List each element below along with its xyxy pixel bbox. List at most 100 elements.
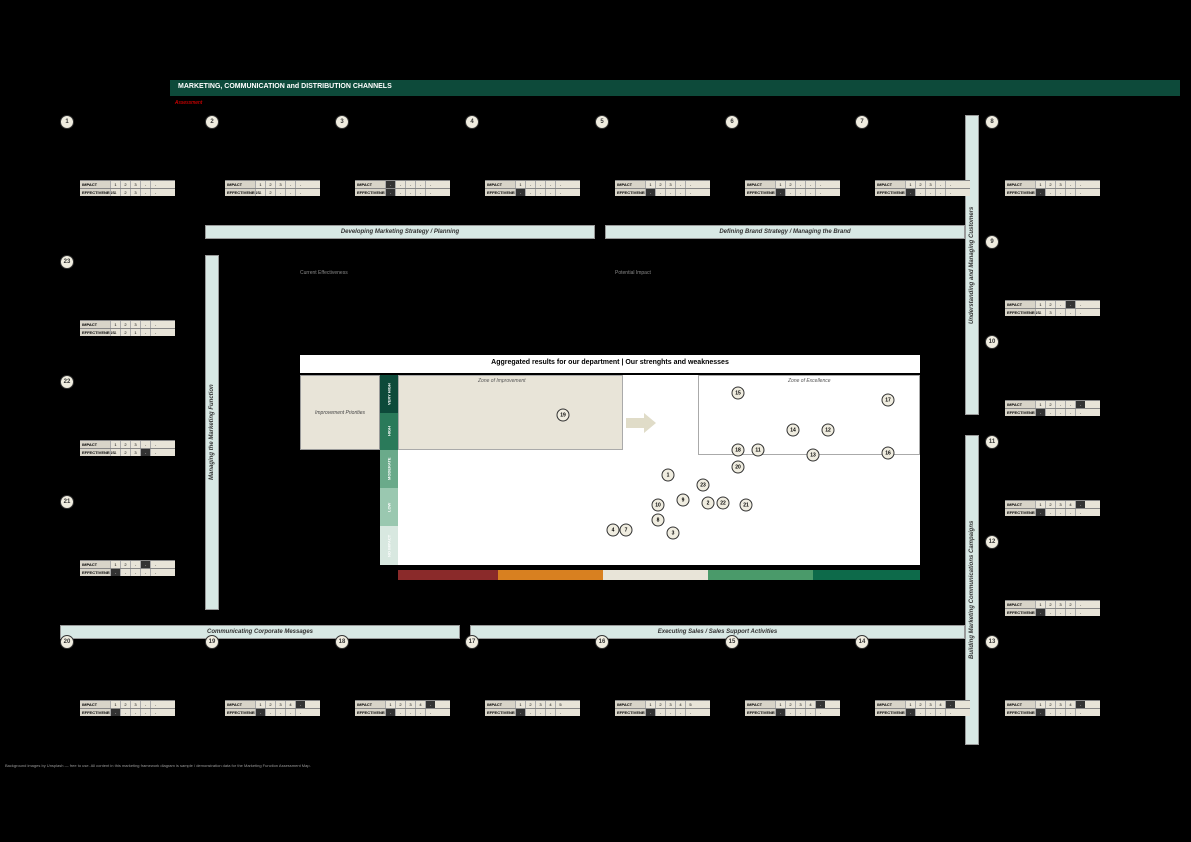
band-sales: Executing Sales / Sales Support Activiti… <box>470 625 965 639</box>
assess-box-9: IMPACT12---EFFECTIVENESS13--- <box>1005 300 1100 316</box>
assess-box-8: IMPACT123--EFFECTIVENESS----- <box>1005 180 1100 196</box>
assess-box-2: IMPACT123--EFFECTIVENESS12--- <box>225 180 320 196</box>
item-circle-6: 6 <box>725 115 739 129</box>
assess-box-20: IMPACT123--EFFECTIVENESS----- <box>80 700 175 716</box>
assess-box-23: IMPACT123--EFFECTIVENESS121-- <box>80 320 175 336</box>
item-circle-12: 12 <box>985 535 999 549</box>
assess-box-14: IMPACT1234-EFFECTIVENESS----- <box>875 700 970 716</box>
item-circle-15: 15 <box>725 635 739 649</box>
x-seg-3 <box>708 570 813 580</box>
assess-box-10: IMPACT12---EFFECTIVENESS----- <box>1005 400 1100 416</box>
assess-box-1: IMPACT123--EFFECTIVENESS123-- <box>80 180 175 196</box>
point-13: 13 <box>807 449 820 462</box>
footnote: Background images by Unsplash — free to … <box>5 763 311 768</box>
arrow-icon <box>626 413 656 433</box>
point-12: 12 <box>822 424 835 437</box>
zone-excellence <box>698 375 920 455</box>
diagram-canvas: MARKETING, COMMUNICATION and DISTRIBUTIO… <box>60 60 1130 780</box>
point-1: 1 <box>662 469 675 482</box>
item-circle-14: 14 <box>855 635 869 649</box>
chart-title: Aggregated results for our department | … <box>300 355 920 373</box>
item-circle-5: 5 <box>595 115 609 129</box>
plot-area: Zone of Improvement Zone of Excellence 1… <box>398 375 920 565</box>
point-18: 18 <box>732 444 745 457</box>
assess-box-12: IMPACT1232-EFFECTIVENESS----- <box>1005 600 1100 616</box>
point-23: 23 <box>697 479 710 492</box>
x-axis <box>398 570 920 580</box>
improvement-priorities-box: Improvement Priorities <box>300 375 380 450</box>
band-brand: Defining Brand Strategy / Managing the B… <box>605 225 965 239</box>
assess-box-19: IMPACT1234-EFFECTIVENESS----- <box>225 700 320 716</box>
item-circle-13: 13 <box>985 635 999 649</box>
x-seg-2 <box>603 570 708 580</box>
assess-box-16: IMPACT12345EFFECTIVENESS----- <box>615 700 710 716</box>
zone-improvement <box>398 375 623 450</box>
point-15: 15 <box>732 387 745 400</box>
scatter-chart: Aggregated results for our department | … <box>300 355 920 615</box>
item-circle-10: 10 <box>985 335 999 349</box>
item-circle-19: 19 <box>205 635 219 649</box>
assess-box-13: IMPACT1234-EFFECTIVENESS----- <box>1005 700 1100 716</box>
zone-improv-label: Zone of Improvement <box>478 378 526 384</box>
point-10: 10 <box>652 499 665 512</box>
assessment-note: Assessment <box>175 100 202 106</box>
point-16: 16 <box>882 447 895 460</box>
item-circle-2: 2 <box>205 115 219 129</box>
item-circle-17: 17 <box>465 635 479 649</box>
item-circle-22: 22 <box>60 375 74 389</box>
item-circle-11: 11 <box>985 435 999 449</box>
assess-box-15: IMPACT1234-EFFECTIVENESS----- <box>745 700 840 716</box>
assess-box-4: IMPACT1----EFFECTIVENESS----- <box>485 180 580 196</box>
item-circle-8: 8 <box>985 115 999 129</box>
item-circle-1: 1 <box>60 115 74 129</box>
item-circle-20: 20 <box>60 635 74 649</box>
assess-box-22: IMPACT123--EFFECTIVENESS123-- <box>80 440 175 456</box>
point-7: 7 <box>620 524 633 537</box>
zone-exc-label: Zone of Excellence <box>788 378 831 384</box>
band-customers: Understanding and Managing Customers <box>965 115 979 415</box>
point-4: 4 <box>607 524 620 537</box>
point-11: 11 <box>752 444 765 457</box>
band-manage-func: Managing the Marketing Function <box>205 255 219 610</box>
label-pot-impact: Potential Impact <box>615 270 651 276</box>
point-14: 14 <box>787 424 800 437</box>
y-seg-0: VERY HIGH <box>380 375 398 413</box>
item-circle-21: 21 <box>60 495 74 509</box>
point-21: 21 <box>740 499 753 512</box>
point-20: 20 <box>732 461 745 474</box>
point-3: 3 <box>667 527 680 540</box>
x-seg-4 <box>813 570 920 580</box>
y-seg-1: HIGH <box>380 413 398 450</box>
y-seg-3: LOW <box>380 488 398 526</box>
point-8: 8 <box>652 514 665 527</box>
point-22: 22 <box>717 497 730 510</box>
y-seg-2: MODERATE <box>380 450 398 488</box>
point-2: 2 <box>702 497 715 510</box>
y-axis: VERY HIGHHIGHMODERATELOWNO IMPACT <box>380 375 398 565</box>
assess-box-6: IMPACT12---EFFECTIVENESS----- <box>745 180 840 196</box>
y-seg-4: NO IMPACT <box>380 526 398 565</box>
assess-box-17: IMPACT12345EFFECTIVENESS----- <box>485 700 580 716</box>
item-circle-4: 4 <box>465 115 479 129</box>
assess-box-3: IMPACT-----EFFECTIVENESS----- <box>355 180 450 196</box>
point-19: 19 <box>557 409 570 422</box>
item-circle-7: 7 <box>855 115 869 129</box>
x-seg-1 <box>498 570 603 580</box>
assess-box-7: IMPACT123--EFFECTIVENESS----- <box>875 180 970 196</box>
point-9: 9 <box>677 494 690 507</box>
point-17: 17 <box>882 394 895 407</box>
item-circle-16: 16 <box>595 635 609 649</box>
item-circle-18: 18 <box>335 635 349 649</box>
assess-box-21: IMPACT12---EFFECTIVENESS----- <box>80 560 175 576</box>
label-current-eff: Current Effectiveness <box>300 270 348 276</box>
header-bar: MARKETING, COMMUNICATION and DISTRIBUTIO… <box>170 80 1180 96</box>
band-corp-msg: Communicating Corporate Messages <box>60 625 460 639</box>
band-dev-strategy: Developing Marketing Strategy / Planning <box>205 225 595 239</box>
band-campaigns: Building Marketing Communications Campai… <box>965 435 979 745</box>
assess-box-5: IMPACT123--EFFECTIVENESS----- <box>615 180 710 196</box>
item-circle-3: 3 <box>335 115 349 129</box>
assess-box-11: IMPACT1234-EFFECTIVENESS----- <box>1005 500 1100 516</box>
assess-box-18: IMPACT1234-EFFECTIVENESS----- <box>355 700 450 716</box>
item-circle-9: 9 <box>985 235 999 249</box>
item-circle-23: 23 <box>60 255 74 269</box>
